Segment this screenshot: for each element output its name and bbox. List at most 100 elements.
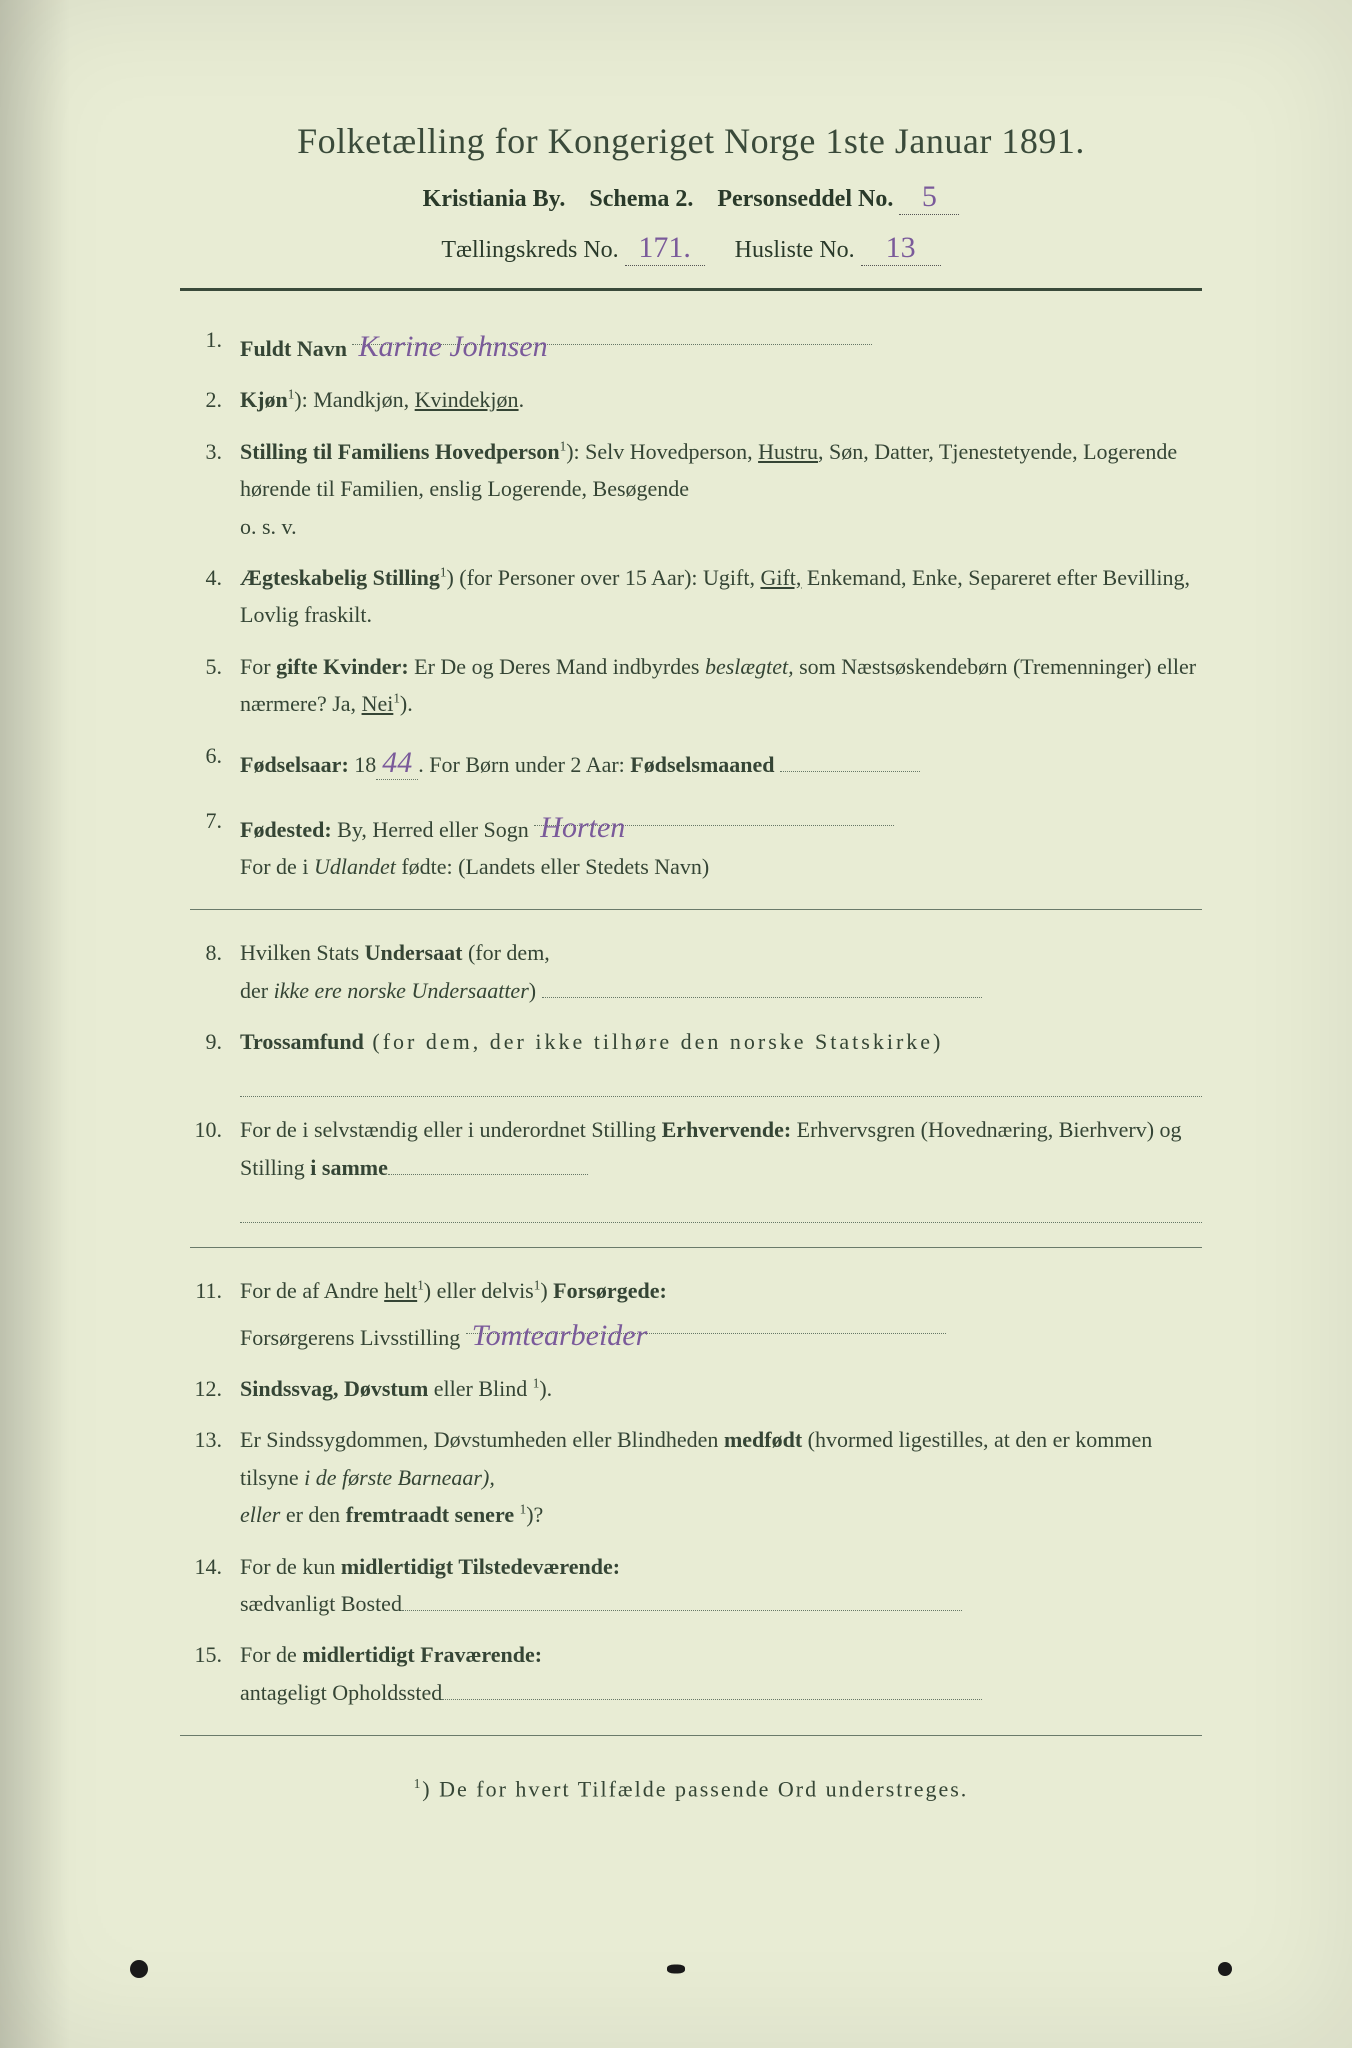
b2: fremtraadt senere — [346, 1502, 520, 1527]
religion-field — [240, 1064, 1202, 1097]
selected: Hustru — [758, 439, 818, 464]
entry-num: 15. — [190, 1636, 240, 1711]
entry-10: 10. For de i selvstændig eller i underor… — [190, 1111, 1202, 1223]
thin-rule-3 — [180, 1735, 1202, 1736]
l3i: eller — [240, 1502, 280, 1527]
label: Fødselsaar: — [240, 752, 349, 777]
it: i de første Barneaar), — [304, 1465, 495, 1490]
entry-5: 5. For gifte Kvinder: Er De og Deres Man… — [190, 648, 1202, 723]
entry-body: Fuldt Navn Karine Johnsen — [240, 321, 1202, 367]
entry-num: 4. — [190, 559, 240, 634]
label: Ægteskabelig Stilling — [240, 565, 440, 590]
ta: Er Sindssygdommen, Døvstumheden eller Bl… — [240, 1427, 724, 1452]
punch-hole-icon — [130, 1960, 148, 1978]
rest: By, Herred eller Sogn — [332, 817, 529, 842]
kreds-value: 171. — [625, 231, 705, 266]
selected: Nei — [362, 691, 394, 716]
birthplace-field: Horten — [534, 802, 894, 826]
entry-body: Sindssvag, Døvstum eller Blind 1). — [240, 1370, 1202, 1407]
footnote-sup: 1 — [414, 1776, 423, 1791]
entry-body: Er Sindssygdommen, Døvstumheden eller Bl… — [240, 1421, 1202, 1533]
entries-block: 1. Fuldt Navn Karine Johnsen 2. Kjøn1): … — [180, 321, 1202, 1711]
b1: Erhvervende: — [662, 1117, 792, 1142]
provider-field: Tomtearbeider — [466, 1310, 946, 1334]
entry-9: 9. Trossamfund (for dem, der ikke tilhør… — [190, 1023, 1202, 1097]
schema-label: Schema 2. — [589, 186, 693, 212]
entry-8: 8. Hvilken Stats Undersaat (for dem, der… — [190, 934, 1202, 1009]
entry-body: For gifte Kvinder: Er De og Deres Mand i… — [240, 648, 1202, 723]
entry-body: For de i selvstændig eller i underordnet… — [240, 1111, 1202, 1223]
entry-num: 7. — [190, 802, 240, 886]
name-field: Karine Johnsen — [352, 321, 872, 345]
entry-3: 3. Stilling til Familiens Hovedperson1):… — [190, 433, 1202, 545]
name-value: Karine Johnsen — [352, 330, 553, 363]
l2i: ikke ere norske Undersaatter — [274, 978, 529, 1003]
personseddel-value: 5 — [899, 180, 959, 215]
entry-body: Ægteskabelig Stilling1) (for Personer ov… — [240, 559, 1202, 634]
entry-num: 5. — [190, 648, 240, 723]
thin-rule-1 — [190, 909, 1202, 910]
end: ). — [400, 691, 413, 716]
provider-value: Tomtearbeider — [466, 1319, 654, 1352]
entry-14: 14. For de kun midlertidigt Tilstedevære… — [190, 1548, 1202, 1623]
entry-num: 12. — [190, 1370, 240, 1407]
l2a: der — [240, 978, 274, 1003]
ta: ) (for Personer over 15 Aar): Ugift, — [446, 565, 760, 590]
occupation-field-1 — [388, 1151, 588, 1175]
l2a: For de i — [240, 854, 314, 879]
b: Forsørgede: — [553, 1278, 667, 1303]
sup: 1 — [393, 691, 400, 706]
kreds-label: Tællingskreds No. — [441, 237, 618, 263]
punch-hole-icon — [667, 1965, 685, 1974]
entry-num: 2. — [190, 381, 240, 418]
l2: Forsørgerens Livsstilling — [240, 1325, 460, 1350]
birthplace-value: Horten — [534, 811, 631, 844]
tb: (for dem, — [462, 940, 549, 965]
entry-12: 12. Sindssvag, Døvstum eller Blind 1). — [190, 1370, 1202, 1407]
ta: For de i selvstændig eller i underordnet… — [240, 1117, 662, 1142]
entry-num: 10. — [190, 1111, 240, 1223]
ta: For de af Andre — [240, 1278, 384, 1303]
entry-11: 11. For de af Andre helt1) eller delvis1… — [190, 1272, 1202, 1356]
ta: For de — [240, 1642, 302, 1667]
selected: Gift, — [760, 565, 801, 590]
footnote: 1) De for hvert Tilfælde passende Ord un… — [180, 1776, 1202, 1802]
ta: Hvilken Stats — [240, 940, 365, 965]
citizenship-field — [542, 974, 982, 998]
l2: antageligt Opholdssted — [240, 1680, 442, 1705]
whereabouts-field — [442, 1676, 982, 1700]
footnote-text: ) De for hvert Tilfælde passende Ord und… — [422, 1776, 968, 1801]
entry-body: Hvilken Stats Undersaat (for dem, der ik… — [240, 934, 1202, 1009]
l2b: fødte: (Landets eller Stedets Navn) — [396, 854, 709, 879]
third-line: Tællingskreds No. 171. Husliste No. 13 — [180, 231, 1202, 266]
entry-6: 6. Fødselsaar: 1844. For Børn under 2 Aa… — [190, 737, 1202, 788]
entry-num: 3. — [190, 433, 240, 545]
l2: sædvanligt Bosted — [240, 1591, 402, 1616]
rest: eller Blind — [428, 1376, 532, 1401]
entry-num: 14. — [190, 1548, 240, 1623]
l2i: Udlandet — [314, 854, 396, 879]
rest: ): Mandkjøn, — [294, 387, 414, 412]
entry-4: 4. Ægteskabelig Stilling1) (for Personer… — [190, 559, 1202, 634]
entry-2: 2. Kjøn1): Mandkjøn, Kvindekjøn. — [190, 381, 1202, 418]
entry-body: Kjøn1): Mandkjøn, Kvindekjøn. — [240, 381, 1202, 418]
census-form-page: Folketælling for Kongeriget Norge 1ste J… — [0, 0, 1352, 2048]
ta: For de kun — [240, 1554, 341, 1579]
label2: Fødselsmaaned — [630, 752, 774, 777]
end: )? — [526, 1502, 543, 1527]
lb: gifte Kvinder: — [276, 654, 409, 679]
entry-num: 1. — [190, 321, 240, 367]
b: Sindssvag, Døvstum — [240, 1376, 428, 1401]
main-title: Folketælling for Kongeriget Norge 1ste J… — [180, 120, 1202, 162]
sup: 1 — [417, 1278, 424, 1293]
title-block: Folketælling for Kongeriget Norge 1ste J… — [180, 120, 1202, 266]
u1: helt — [384, 1278, 417, 1303]
subtitle-line: Kristiania By. Schema 2. Personseddel No… — [180, 180, 1202, 215]
mid: . For Børn under 2 Aar: — [418, 752, 630, 777]
entry-1: 1. Fuldt Navn Karine Johnsen — [190, 321, 1202, 367]
selected: Kvindekjøn — [415, 387, 519, 412]
entry-num: 13. — [190, 1421, 240, 1533]
b: Trossamfund — [240, 1029, 364, 1054]
entry-body: Fødested: By, Herred eller Sogn Horten F… — [240, 802, 1202, 886]
end: ). — [539, 1376, 552, 1401]
